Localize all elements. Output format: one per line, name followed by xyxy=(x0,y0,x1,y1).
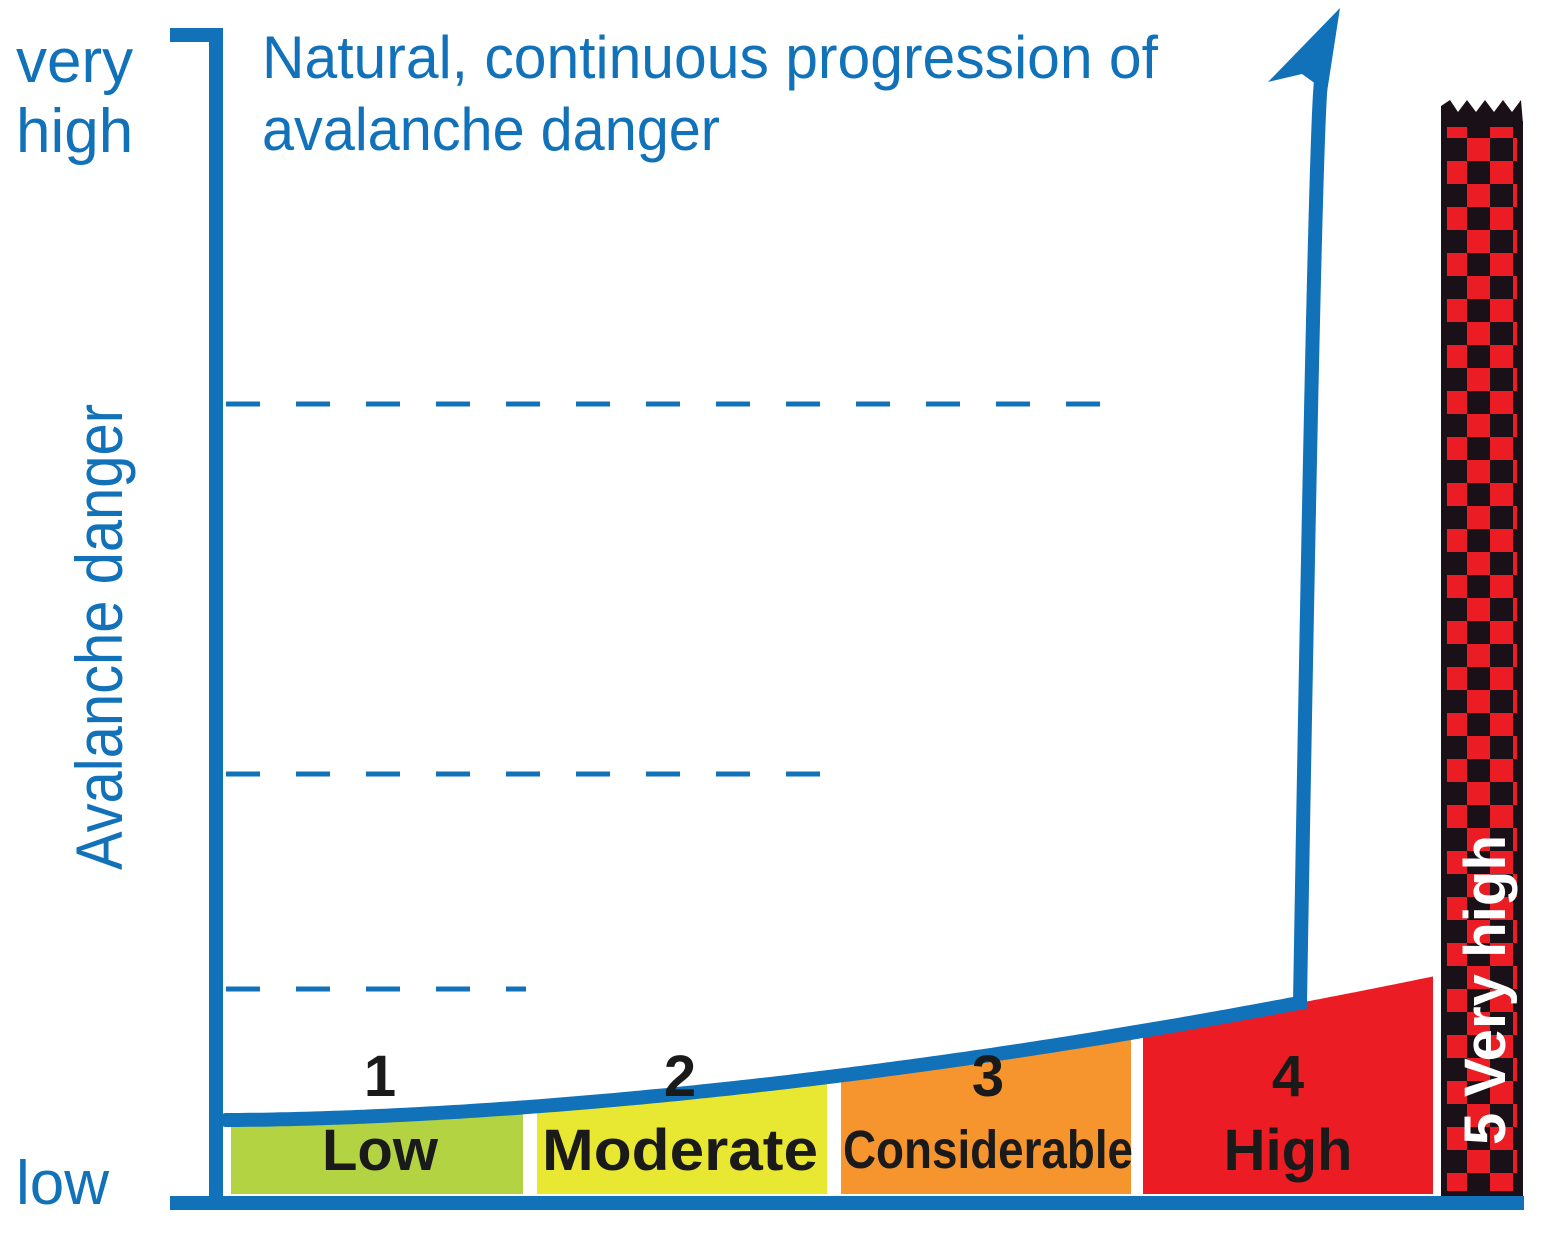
y-axis-top-label-line-2: high xyxy=(16,97,133,166)
level-4-number: 4 xyxy=(1272,1044,1304,1109)
level-5-name: Very high xyxy=(1453,835,1518,1097)
level-3-number: 3 xyxy=(972,1044,1004,1109)
level-5-label: 5 Very high xyxy=(1453,835,1518,1145)
curve-arrow-head-icon xyxy=(1268,8,1340,92)
band-level-5-very-high xyxy=(1441,100,1523,1197)
diagram-title-line-2: avalanche danger xyxy=(262,96,720,163)
band-level-3-considerable xyxy=(841,1032,1131,1194)
y-axis-line xyxy=(170,28,223,1200)
level-2-number: 2 xyxy=(664,1044,696,1109)
progression-curve xyxy=(219,70,1329,1127)
level-5-number: 5 xyxy=(1453,1113,1518,1145)
diagram-title-line-1: Natural, continuous progression of xyxy=(262,24,1158,91)
level-4-name: High xyxy=(1224,1118,1353,1183)
level-1-number: 1 xyxy=(364,1044,396,1109)
band-level-1-low xyxy=(231,1107,523,1194)
band-level-4-high xyxy=(1143,976,1433,1194)
level-3-name: Considerable xyxy=(843,1120,1133,1180)
level-2-name: Moderate xyxy=(542,1118,818,1183)
y-axis-title: Avalanche danger xyxy=(62,404,136,870)
y-axis-bottom-label: low xyxy=(16,1149,109,1218)
y-axis-top-label-line-1: very xyxy=(16,27,133,96)
level-1-name: Low xyxy=(322,1118,439,1183)
